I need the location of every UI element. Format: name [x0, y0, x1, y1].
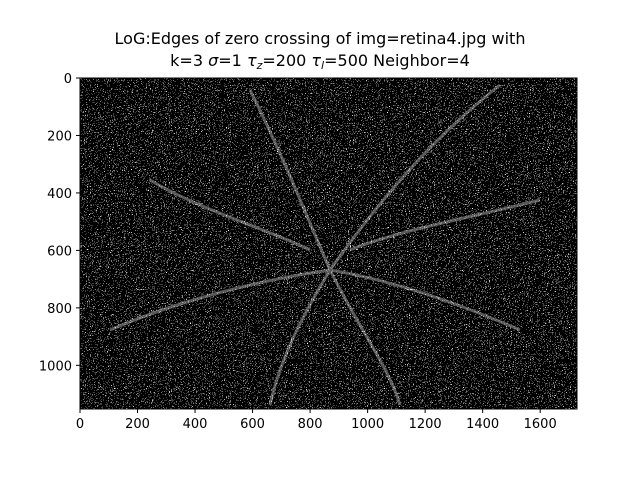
title-tau-l-symbol: τ — [311, 51, 322, 70]
y-tick-label: 0 — [64, 72, 72, 87]
title-tau-l-sub: l — [321, 59, 325, 72]
edge-pixels-sparse — [80, 78, 577, 409]
title-sigma-symbol: σ — [208, 51, 219, 70]
y-tick-label: 1000 — [39, 359, 72, 374]
x-tick-label: 600 — [240, 417, 265, 432]
plot-title-line-1: LoG:Edges of zero crossing of img=retina… — [114, 29, 526, 48]
x-tick-label: 1400 — [466, 417, 499, 432]
title-k: k=3 — [170, 51, 204, 70]
x-tick-label: 0 — [76, 417, 84, 432]
edge-image — [80, 78, 577, 409]
y-tick-label: 200 — [47, 129, 72, 144]
title-tau-z-value: =200 — [262, 51, 307, 70]
title-sigma-value: =1 — [218, 51, 242, 70]
y-tick-label: 400 — [47, 187, 72, 202]
y-tick-label: 800 — [47, 302, 72, 317]
plot-frame — [79, 77, 578, 410]
x-tick-label: 1600 — [524, 417, 557, 432]
x-tick-label: 1000 — [351, 417, 384, 432]
x-tick-label: 400 — [183, 417, 208, 432]
x-tick-label: 200 — [125, 417, 150, 432]
vessel-traces — [109, 83, 541, 406]
x-tick-label: 800 — [298, 417, 323, 432]
y-axis: 0 200 400 600 800 1000 — [39, 72, 80, 374]
title-tau-z-sub: z — [256, 59, 263, 72]
title-tau-z-symbol: τ — [246, 51, 257, 70]
title-neighbor: Neighbor=4 — [373, 51, 470, 70]
x-tick-label: 1200 — [409, 417, 442, 432]
y-tick-label: 600 — [47, 244, 72, 259]
plot-title-line-2: k=3 σ=1 τz=200 τl=500 Neighbor=4 — [0, 51, 640, 71]
title-tau-l-value: =500 — [324, 51, 369, 70]
x-axis: 0 200 400 600 800 1000 1200 1400 1600 — [76, 409, 557, 432]
